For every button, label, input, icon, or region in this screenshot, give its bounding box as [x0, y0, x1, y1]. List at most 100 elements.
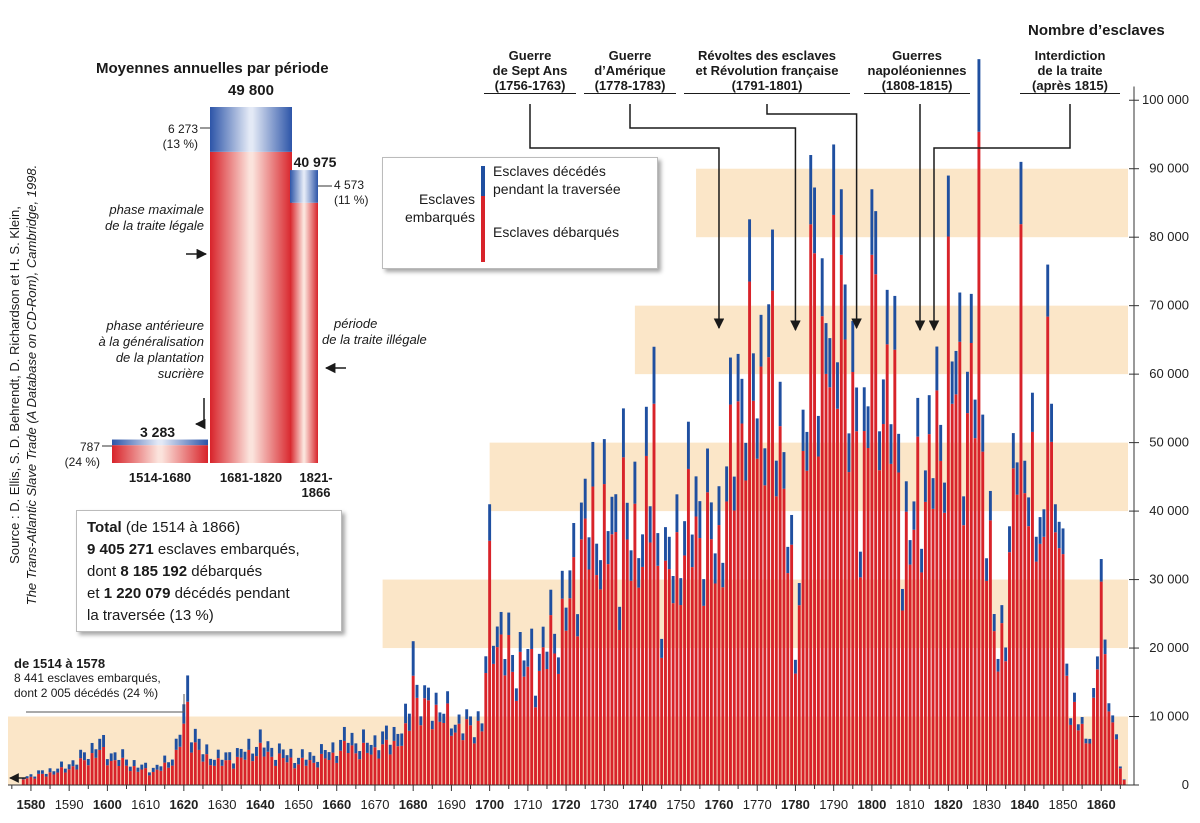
bar-landed [300, 757, 304, 785]
bar-deaths [793, 659, 797, 674]
bar-deaths [537, 653, 541, 671]
bar-deaths [973, 399, 977, 439]
bar-deaths [641, 534, 644, 567]
bar-deaths [1076, 724, 1080, 731]
bar-deaths [44, 773, 48, 777]
bar-landed [1000, 623, 1004, 785]
bar-landed [190, 752, 193, 785]
bar-deaths [602, 439, 606, 485]
y-tick-label: 20 000 [1149, 640, 1189, 655]
bar-landed [901, 610, 904, 785]
bar-deaths [1027, 497, 1031, 527]
bar-deaths [702, 579, 706, 606]
bar-landed [709, 539, 713, 785]
bar-deaths [1111, 715, 1115, 723]
bar-deaths [113, 752, 117, 761]
bar-landed [193, 742, 197, 785]
bar-landed [522, 676, 526, 785]
bar-deaths [56, 768, 60, 773]
bar-landed [920, 572, 924, 785]
phase-before-arrow [194, 398, 206, 430]
event-line: Guerres [892, 48, 942, 63]
deaths-pct: (13 %) [162, 137, 198, 151]
bar-deaths [224, 752, 228, 761]
bar-deaths [920, 548, 924, 573]
event-line: de la traite [1037, 63, 1103, 78]
inset-title: Moyennes annuelles par période [96, 60, 329, 77]
bar-deaths [453, 724, 457, 733]
x-tick-label: 1640 [246, 797, 275, 812]
event-years: (1791-1801) [684, 78, 850, 94]
bar-landed [297, 764, 300, 785]
bar-landed [316, 767, 320, 785]
bar-deaths [748, 219, 752, 282]
bar-deaths [335, 755, 339, 763]
bar-deaths [1004, 647, 1008, 662]
bar-landed [648, 542, 652, 785]
bar-landed [212, 765, 216, 785]
inset-bar-landed [290, 202, 318, 464]
bar-deaths [125, 759, 128, 766]
bar-deaths [1095, 656, 1099, 670]
inset-total-1514: 3 283 [140, 424, 176, 440]
bar-deaths [901, 588, 904, 611]
bar-deaths [847, 433, 851, 473]
bar-deaths [251, 753, 255, 762]
total-text: et [87, 585, 104, 602]
bar-landed [996, 671, 1000, 785]
bar-landed [48, 772, 52, 785]
bar-landed [362, 742, 365, 785]
bar-deaths [1088, 738, 1092, 744]
bar-landed [717, 525, 721, 785]
bar-landed [400, 745, 404, 785]
x-tick-label: 1610 [131, 797, 160, 812]
bar-landed [365, 752, 369, 785]
x-tick-label: 1580 [16, 797, 45, 812]
x-tick-label: 1600 [93, 797, 122, 812]
event-line: Révoltes des esclaves [697, 48, 837, 63]
note-line: de la traite légale [104, 218, 204, 233]
legend-group-line: Esclaves [418, 191, 475, 207]
bar-deaths [419, 716, 423, 726]
bar-landed [694, 516, 698, 785]
x-tick-label: 1760 [705, 797, 734, 812]
bar-deaths [33, 776, 37, 779]
bar-landed [339, 750, 343, 785]
bar-deaths [816, 415, 820, 457]
bar-landed [824, 373, 828, 785]
bar-deaths [614, 494, 618, 533]
bar-deaths [671, 576, 675, 604]
event-seven-years: Guerre de Sept Ans (1756-1763) [484, 48, 576, 94]
bar-landed [656, 565, 660, 785]
bar-deaths [744, 442, 748, 481]
bar-landed [377, 758, 381, 785]
bar-landed [950, 403, 954, 785]
bar-landed [1080, 723, 1084, 785]
phase-before-note: phase antérieure à la généralisation de … [56, 318, 204, 382]
bar-deaths [644, 406, 648, 456]
total-deaths: 1 220 079 [103, 585, 171, 602]
bar-deaths [625, 502, 629, 540]
bar-landed [943, 512, 946, 785]
total-line-1: Total (de 1514 à 1866) [87, 517, 331, 539]
bar-deaths [147, 772, 151, 776]
bar-landed [507, 634, 511, 785]
bar-landed [530, 648, 534, 785]
bar-deaths [281, 749, 285, 758]
bar-deaths [243, 751, 247, 760]
bar-deaths [610, 496, 614, 535]
bar-landed [534, 707, 537, 785]
bar-landed [419, 725, 423, 785]
x-tick-label: 1680 [399, 797, 428, 812]
bar-landed [572, 557, 576, 785]
bar-deaths [992, 614, 996, 632]
y-tick-label: 90 000 [1149, 161, 1189, 176]
bar-landed [140, 769, 144, 785]
inset-period-label-3: 1821-1866 [299, 470, 333, 500]
bar-landed [159, 770, 163, 785]
bar-landed [427, 700, 430, 785]
bar-landed [251, 761, 255, 785]
x-tick-label: 1790 [819, 797, 848, 812]
event-line: Guerre [508, 48, 552, 63]
bar-deaths [988, 490, 992, 521]
